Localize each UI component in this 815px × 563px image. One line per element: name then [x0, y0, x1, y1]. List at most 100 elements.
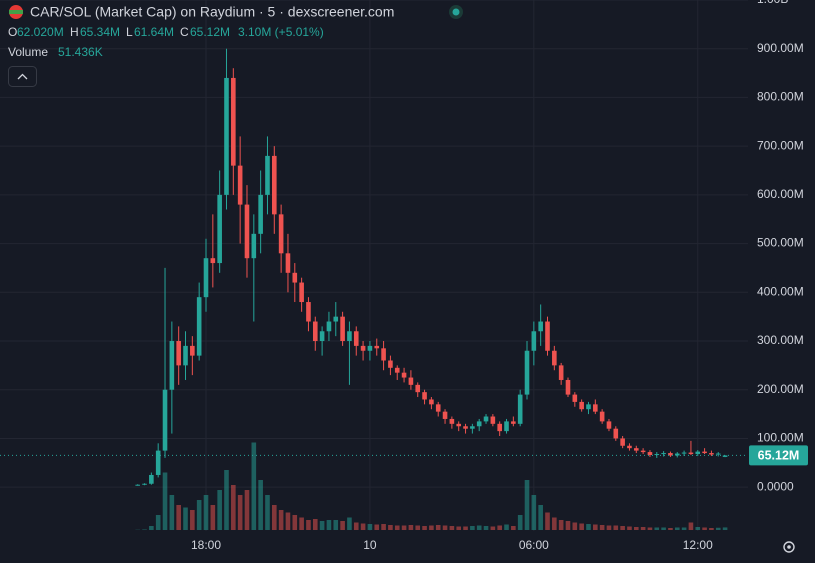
candle-body	[319, 331, 325, 342]
volume-bar	[627, 526, 632, 530]
candle-body	[224, 77, 229, 195]
candle-body	[333, 316, 339, 322]
candle-body	[408, 377, 414, 385]
candle-body	[476, 421, 482, 427]
volume-bar	[524, 480, 530, 530]
volume-bar	[190, 510, 195, 530]
candle-body	[374, 345, 380, 349]
settings-icon	[787, 545, 791, 549]
candle-body	[353, 331, 359, 346]
y-tick-label: 500.00M	[757, 236, 804, 250]
collapse-button[interactable]	[8, 66, 37, 87]
candle-body	[381, 348, 386, 361]
legend-high: 65.34M	[80, 25, 120, 39]
candle-body	[586, 404, 591, 410]
volume-bar	[593, 524, 598, 530]
volume-bar	[531, 495, 537, 530]
y-tick-label: 600.00M	[757, 187, 804, 201]
candle-body	[292, 272, 298, 283]
volume-bar	[470, 526, 475, 530]
volume-bar	[463, 526, 468, 530]
candle-body	[272, 155, 277, 215]
volume-bar	[162, 472, 168, 530]
volume-bar	[319, 521, 325, 530]
candle-body	[415, 384, 421, 393]
candle-body	[367, 345, 373, 351]
candle-body	[702, 451, 707, 454]
candle-body	[552, 350, 557, 366]
candle-body	[237, 165, 243, 205]
legend-close-letter: C	[180, 25, 189, 39]
volume-bar	[155, 515, 161, 530]
volume-bar	[196, 500, 202, 530]
volume-bar	[142, 529, 147, 530]
volume-bar	[647, 527, 653, 530]
candle-body	[674, 453, 680, 456]
volume-bar	[415, 525, 421, 530]
candle-body	[258, 194, 263, 234]
candle-body	[688, 452, 694, 455]
candle-body	[429, 399, 434, 405]
volume-bar	[654, 527, 660, 530]
candle-body	[306, 302, 311, 322]
candle-body	[579, 401, 584, 410]
volume-bar	[203, 495, 209, 530]
candle-body	[155, 450, 161, 475]
volume-bar	[476, 525, 482, 530]
candle-body	[565, 379, 571, 395]
legend-low: 61.64M	[134, 25, 174, 39]
volume-bar	[565, 521, 571, 530]
candle-body	[524, 350, 530, 395]
volume-bar	[258, 480, 263, 530]
y-tick-label: 0.0000	[757, 479, 794, 493]
y-tick-label: 100.00M	[757, 431, 804, 445]
volume-bar	[695, 527, 701, 530]
candle-body	[483, 416, 489, 422]
candle-body	[722, 455, 728, 457]
candle-body	[538, 321, 543, 332]
volume-bar	[251, 442, 257, 530]
volume-bar	[558, 520, 564, 530]
candle-body	[203, 258, 209, 298]
y-tick-label: 700.00M	[757, 138, 804, 152]
volume-bar	[586, 524, 591, 530]
settings-button[interactable]	[783, 541, 795, 553]
volume-bar	[702, 527, 707, 530]
candle-body	[217, 194, 222, 264]
candle-body	[606, 421, 612, 429]
candle-body	[531, 331, 537, 351]
candle-body	[190, 345, 195, 356]
token-icon-stripe	[9, 10, 23, 14]
volume-bar	[272, 505, 277, 530]
y-tick-label: 800.00M	[757, 90, 804, 104]
volume-bar	[176, 505, 181, 530]
legend-high-letter: H	[70, 25, 79, 39]
candle-body	[517, 394, 523, 424]
candle-body	[312, 321, 318, 342]
volume-bar	[333, 520, 339, 530]
volume-bar	[449, 526, 455, 530]
volume-bar	[722, 527, 728, 530]
volume-bar	[388, 525, 393, 530]
volume-bar	[483, 526, 489, 530]
candle-body	[599, 411, 605, 422]
volume-bar	[408, 525, 414, 530]
price-tag-label: 65.12M	[758, 449, 800, 463]
volume-bar	[381, 524, 386, 530]
volume-bar	[237, 495, 243, 530]
volume-bar	[456, 526, 462, 530]
volume-bar	[640, 527, 646, 530]
volume-bar	[210, 505, 216, 530]
candle-body	[497, 423, 502, 432]
x-tick-label: 10	[363, 538, 377, 552]
candle-body	[244, 204, 250, 259]
volume-bar	[517, 515, 523, 530]
volume-bar	[545, 512, 550, 530]
candle-body	[183, 345, 188, 366]
candles	[135, 48, 728, 486]
candle-body	[278, 214, 284, 254]
volume-bar	[579, 523, 584, 530]
volume-bar	[149, 526, 154, 530]
